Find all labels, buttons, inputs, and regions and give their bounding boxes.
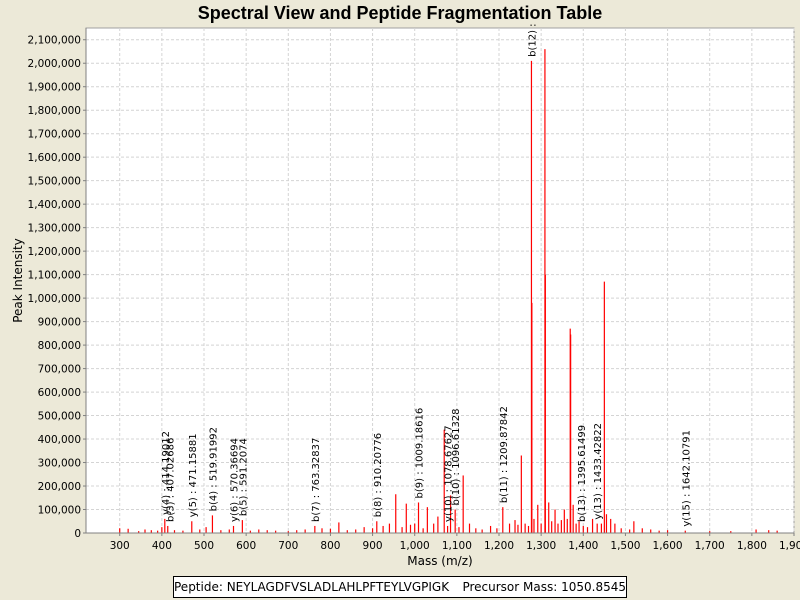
fragment-annotation: b(7) : 763.32837 [311,438,322,522]
y-tick-label: 400,000 [38,434,81,446]
fragment-annotation: b(11) : 1209.87842 [499,406,510,503]
y-tick-label: 500,000 [38,411,81,423]
x-tick-label: 1,700 [695,540,725,552]
x-tick-label: 300 [110,540,130,552]
y-tick-label: 1,200,000 [28,246,81,258]
fragment-annotation: b(13) : 1395.61499 [577,425,588,522]
peptide-info-box: Peptide: NEYLAGDFVSLADLAHLPFTEYLVGPIGK P… [173,576,627,598]
x-tick-label: 1,200 [484,540,514,552]
x-tick-label: 1,100 [442,540,472,552]
y-tick-label: 1,800,000 [28,105,81,117]
y-tick-label: 600,000 [38,387,81,399]
peptide-label: Peptide: NEYLAGDFVSLADLAHLPFTEYLVGPIGK [174,580,450,594]
fragment-annotation: y(10) : 1078.67627 [444,425,455,522]
fragment-annotation: b(3) : 407.02686 [165,438,176,522]
fragment-annotation: b(8) : 910.20776 [373,433,384,517]
fragment-annotation: b(5) : 591.2074 [238,438,249,516]
x-tick-label: 1,500 [610,540,640,552]
fragment-annotation: y(13) : 1433.42822 [593,423,604,520]
x-tick-label: 1,000 [400,540,430,552]
fragment-annotation: y(4) : 414.19012 [161,431,172,515]
y-tick-label: 2,100,000 [28,35,81,47]
y-tick-label: 1,000,000 [28,293,81,305]
x-tick-label: 600 [236,540,256,552]
y-tick-label: 1,500,000 [28,176,81,188]
x-tick-label: 700 [278,540,298,552]
x-tick-label: 1,300 [526,540,556,552]
y-tick-label: 1,900,000 [28,82,81,94]
y-tick-label: 800,000 [38,340,81,352]
fragment-annotation: y(5) : 471.15881 [188,433,199,517]
spectrum-plot: 0 100,000 200,000 300,000 400,000 500,000 600,… [11,23,800,568]
y-tick-label: 900,000 [38,317,81,329]
x-tick-label: 400 [152,540,172,552]
x-tick-label: 900 [363,540,383,552]
y-tick-label: 1,400,000 [28,199,81,211]
y-tick-label: 1,300,000 [28,223,81,235]
fragment-annotation: b(12) : [527,23,538,56]
x-tick-label: 1,800 [737,540,767,552]
y-tick-label: 1,700,000 [28,129,81,141]
y-axis-label: Peak Intensity [11,238,25,323]
y-tick-label: 700,000 [38,364,81,376]
y-tick-label: 300,000 [38,458,81,470]
x-tick-label: 1,400 [568,540,598,552]
y-tick-label: 1,100,000 [28,270,81,282]
x-tick-label: 500 [194,540,214,552]
y-tick-label: 2,000,000 [28,58,81,70]
x-axis-label: Mass (m/z) [407,554,472,568]
fragment-annotation: y(6) : 570.36694 [230,438,241,522]
fragment-annotation: y(15) : 1642.10791 [681,430,692,527]
x-tick-label: 1,900 [779,540,800,552]
fragment-annotation: b(10) : 1096.61328 [451,408,462,505]
x-tick-label: 800 [320,540,340,552]
y-tick-label: 1,600,000 [28,152,81,164]
fragment-annotation: b(4) : 519.91992 [208,427,219,511]
x-tick-label: 1,600 [653,540,683,552]
fragment-annotation: b(9) : 1009.18616 [415,408,426,499]
y-tick-label: 100,000 [38,505,81,517]
precursor-mass-label: Precursor Mass: 1050.8545 [462,580,626,594]
chart-title: Spectral View and Peptide Fragmentation … [197,3,603,23]
y-tick-label: 0 [74,528,81,540]
y-tick-label: 200,000 [38,481,81,493]
